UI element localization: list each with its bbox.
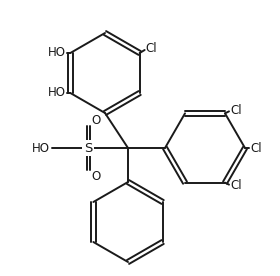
Text: O: O (91, 169, 100, 182)
Text: Cl: Cl (230, 104, 242, 117)
Text: S: S (84, 142, 92, 155)
Text: Cl: Cl (250, 142, 262, 155)
Text: O: O (91, 113, 100, 126)
Text: Cl: Cl (230, 179, 242, 192)
Text: HO: HO (48, 46, 66, 60)
Text: Cl: Cl (146, 43, 157, 55)
Text: HO: HO (32, 142, 50, 155)
Text: HO: HO (48, 86, 66, 100)
